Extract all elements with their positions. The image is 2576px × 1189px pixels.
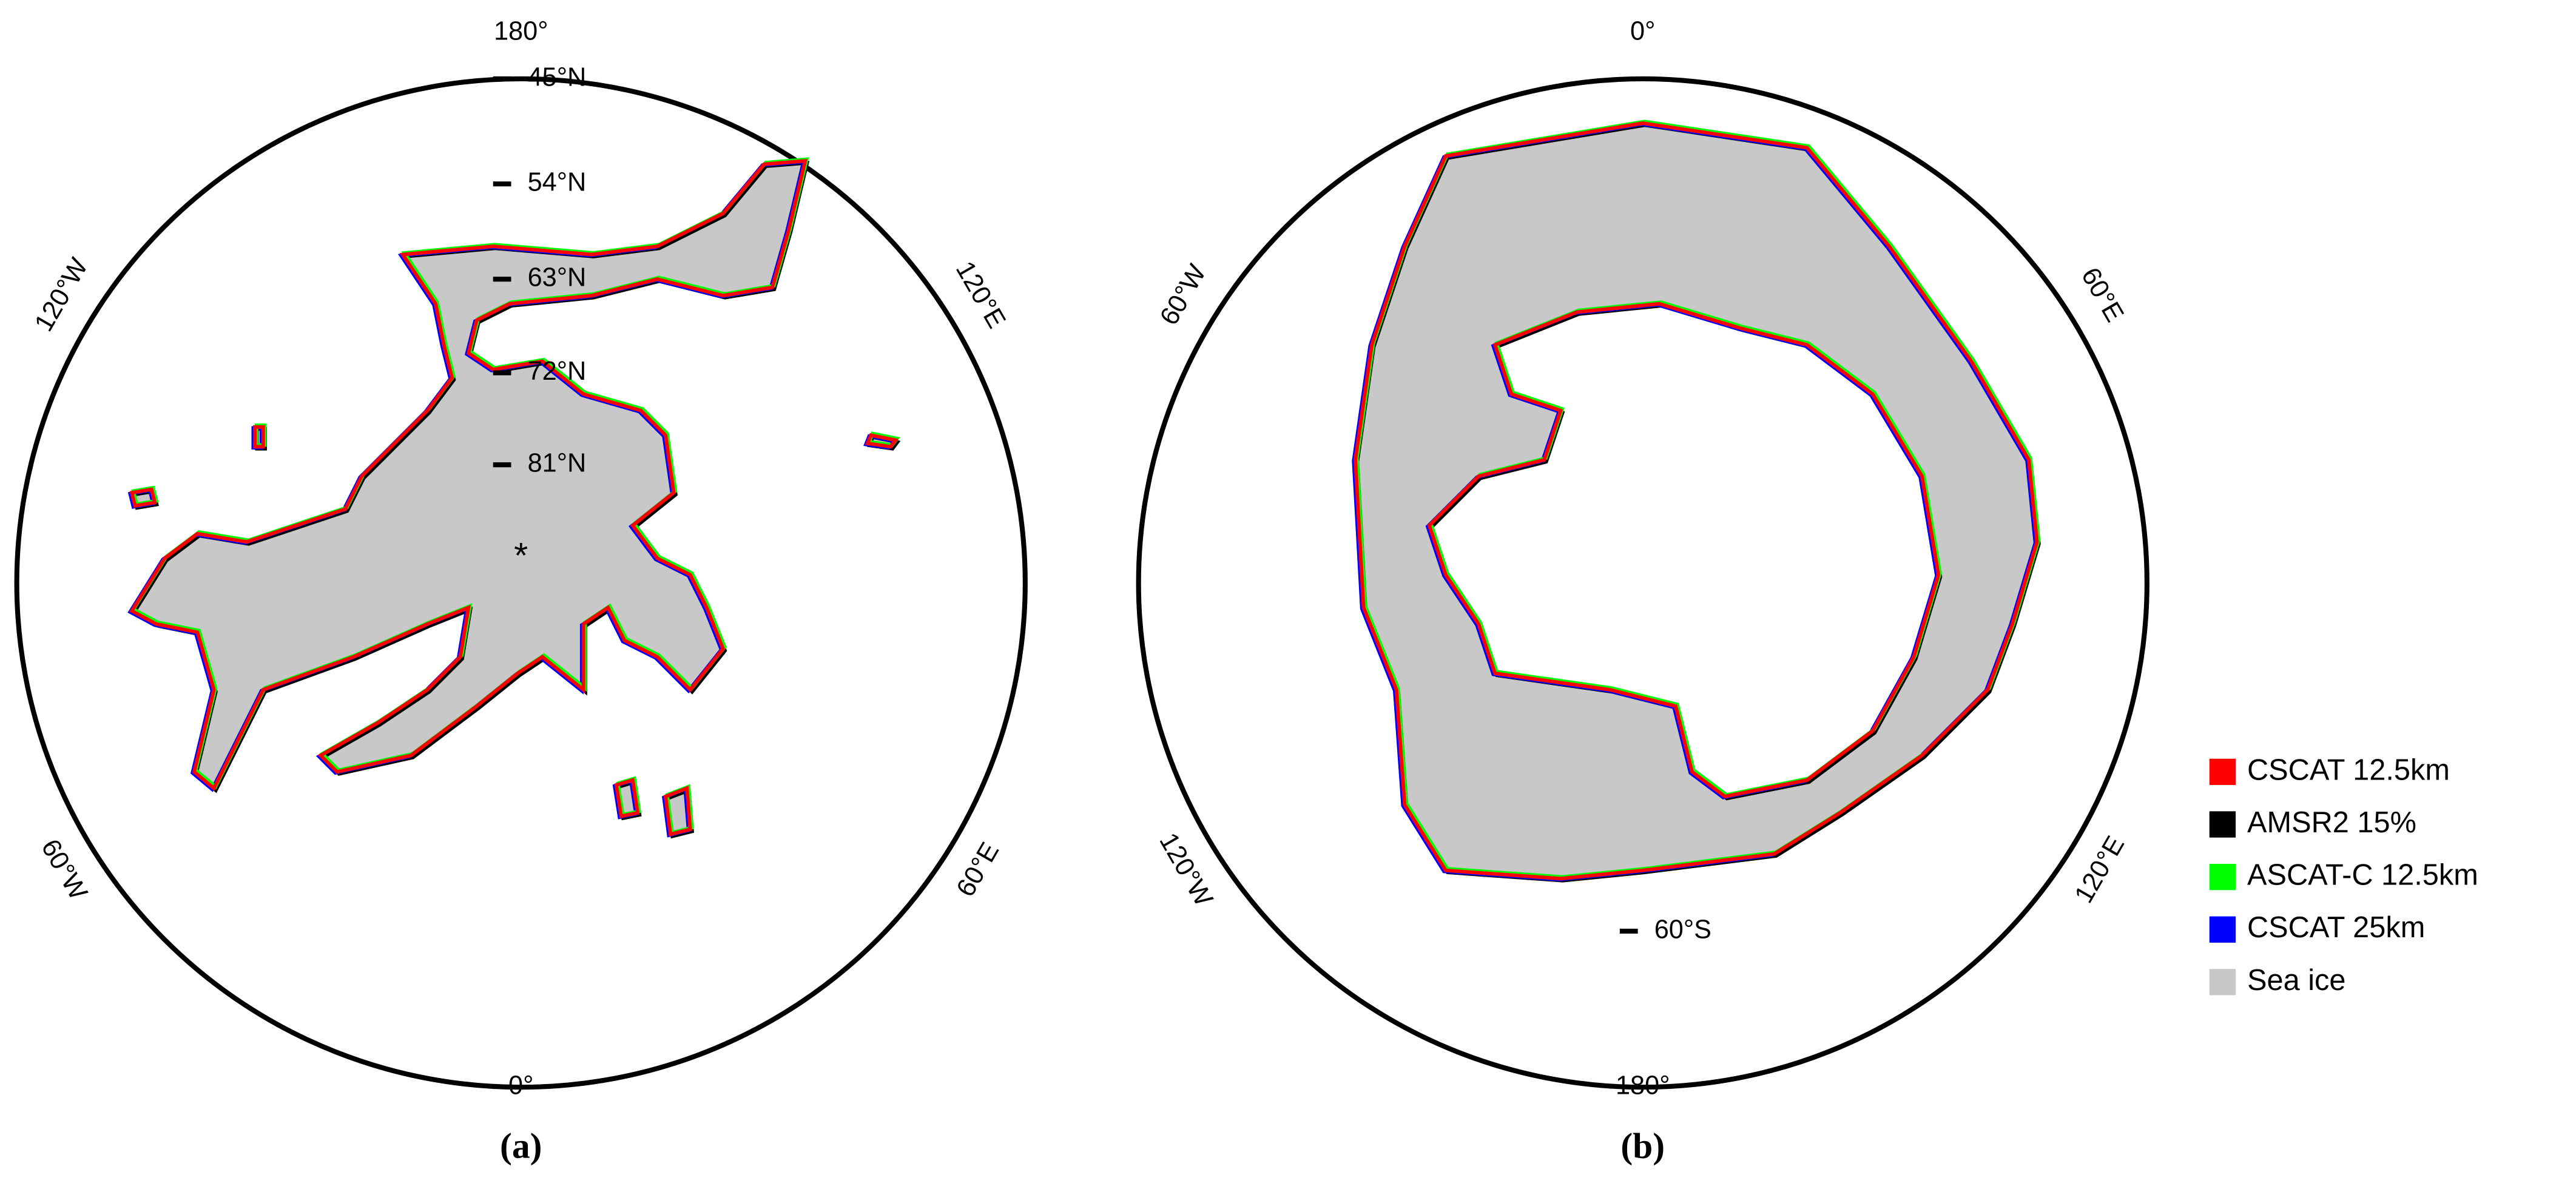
sea-ice <box>130 160 897 837</box>
caption: (b) <box>1620 1126 1665 1166</box>
legend-label: CSCAT 12.5km <box>2247 753 2450 786</box>
longitude-label: 60°E <box>2075 263 2129 327</box>
panel-b: 0° 60°W 60°E 120°W 120°E 180° 60°S (b) <box>1136 17 2149 1166</box>
longitude-label: 60°W <box>1155 260 1212 330</box>
latitude-label: 63°N <box>528 263 587 292</box>
panel-a: * 180° 120°W 120°E 60°W 60°E 0° 45°N 54°N… <box>14 17 1028 1166</box>
latitude-label: 60°S <box>1654 915 1711 944</box>
latitude-label: 45°N <box>528 62 587 92</box>
legend-swatch <box>2209 863 2236 891</box>
longitude-label: 0° <box>1630 17 1655 46</box>
longitude-label: 60°W <box>35 834 93 904</box>
legend-label: ASCAT-C 12.5km <box>2247 859 2478 892</box>
legend-label: AMSR2 15% <box>2247 806 2416 839</box>
legend-swatch <box>2209 811 2236 838</box>
legend-label: Sea ice <box>2247 964 2346 997</box>
latitude-label: 54°N <box>528 168 587 197</box>
legend: CSCAT 12.5km AMSR2 15% ASCAT-C 12.5km CSCAT… <box>2209 753 2478 997</box>
longitude-label: 60°E <box>951 838 1005 902</box>
map-border <box>14 76 1028 1090</box>
longitude-label: 180° <box>494 17 548 46</box>
legend-swatch <box>2209 916 2236 943</box>
sea-ice <box>1354 121 2038 880</box>
pole-marker: * <box>514 535 528 576</box>
legend-swatch <box>2209 758 2236 786</box>
latitude-label: 72°N <box>528 357 587 386</box>
map-border <box>1136 76 2149 1090</box>
legend-label: CSCAT 25km <box>2247 911 2425 944</box>
longitude-label: 120°W <box>29 253 94 336</box>
latitude-label: 81°N <box>528 449 587 478</box>
longitude-label: 0° <box>508 1071 533 1100</box>
legend-swatch <box>2209 969 2236 995</box>
longitude-label: 120°E <box>950 257 1011 334</box>
caption: (a) <box>500 1126 542 1166</box>
longitude-label: 120°E <box>2069 831 2130 908</box>
longitude-label: 180° <box>1616 1071 1670 1100</box>
